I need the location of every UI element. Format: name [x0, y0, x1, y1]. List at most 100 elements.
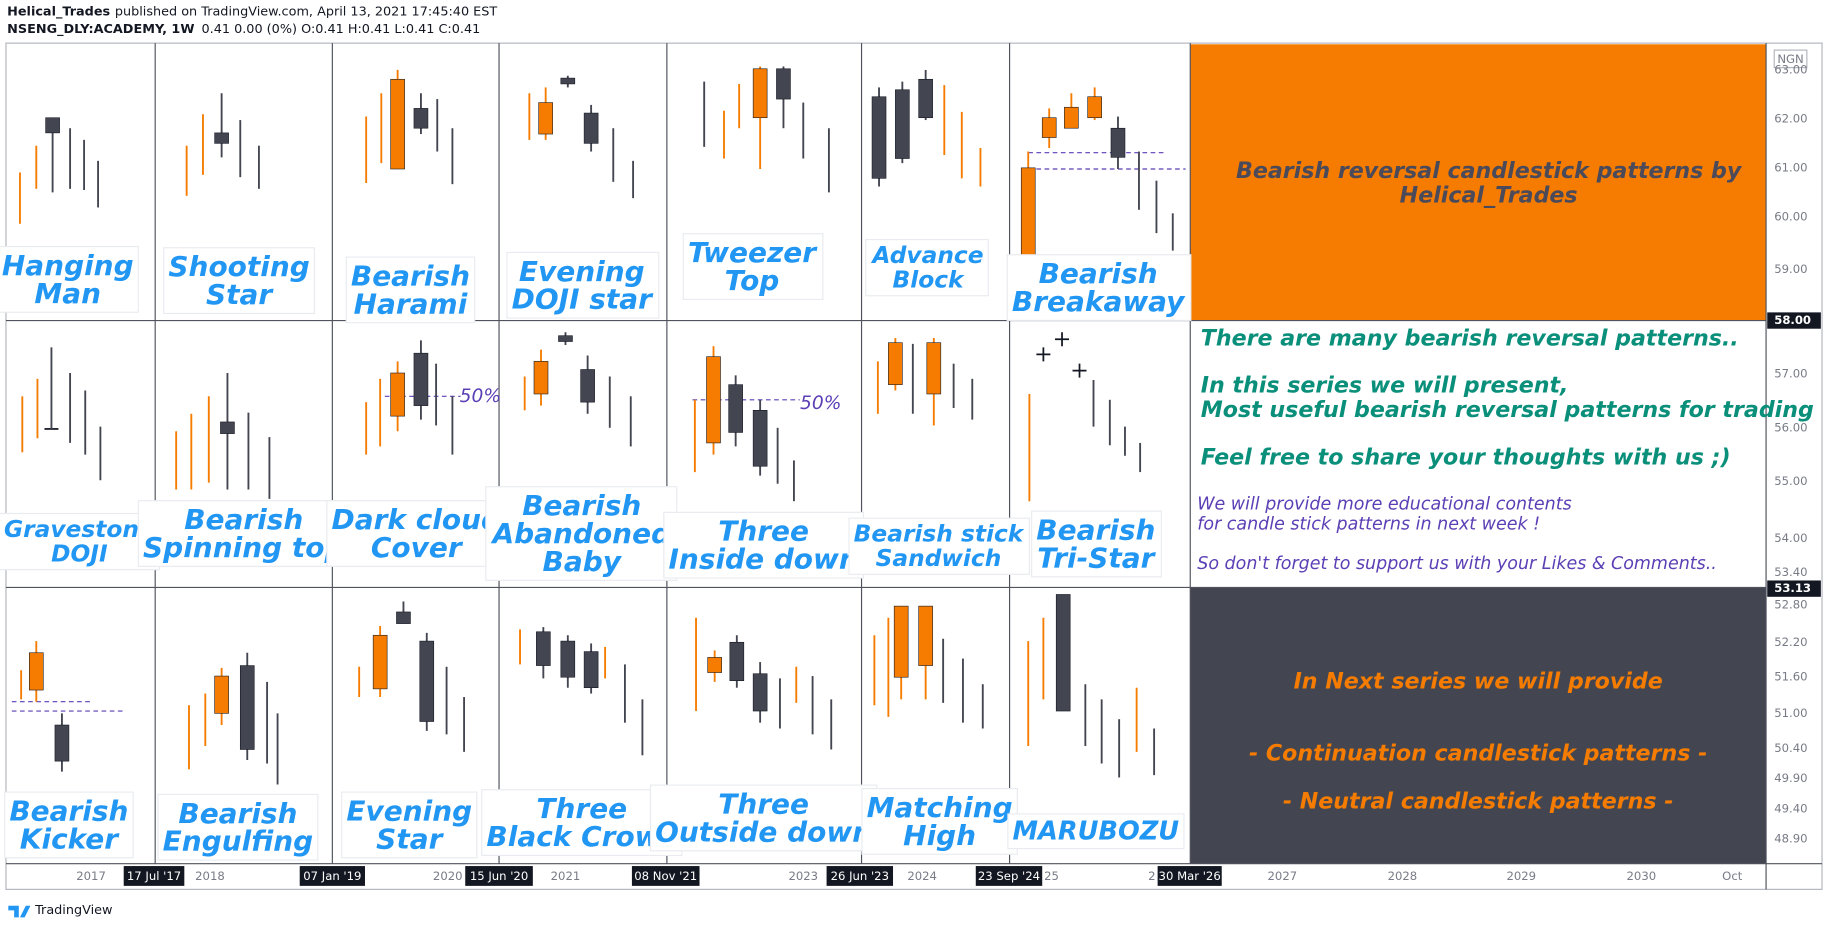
pattern-name: Gravestone [4, 516, 155, 543]
pattern-name: Advance [870, 242, 983, 269]
candle-body [419, 640, 435, 722]
next-text: - Neutral candlestick patterns - [1283, 788, 1674, 814]
candle-body [396, 611, 411, 624]
candle-body [926, 342, 942, 395]
candle-body [239, 665, 255, 750]
time-label: 25 [1044, 869, 1059, 883]
pattern-name: Tri-Star [1037, 541, 1156, 574]
price-label: 58.00 [1774, 313, 1811, 327]
quote: 0.41 0.00 (0%) O:0.41 H:0.41 L:0.41 C:0.… [201, 22, 480, 37]
label-box [865, 239, 989, 297]
candle-body [45, 117, 60, 134]
date-tag-text: 17 Jul '17 [127, 869, 181, 883]
info-text: There are many bearish reversal patterns… [1201, 326, 1739, 352]
pattern-name: Harami [354, 287, 468, 320]
pattern-name: Bearish [351, 259, 470, 292]
date-tag-text: 15 Jun '20 [470, 869, 528, 883]
label-box [682, 233, 824, 300]
price-label: 56.00 [1774, 420, 1807, 434]
date-tag-text: 26 Jun '23 [831, 869, 889, 883]
info-text: In this series we will present, [1201, 372, 1569, 398]
price-label: 60.00 [1774, 209, 1807, 223]
price-label: 61.00 [1774, 160, 1807, 174]
time-label: 2023 [788, 869, 818, 883]
pattern-name: Outside down [655, 815, 872, 848]
candles [19, 66, 1174, 785]
date-tag [975, 866, 1043, 886]
label-box [1031, 510, 1162, 578]
label-box [506, 251, 660, 319]
candle-body [1064, 106, 1079, 129]
pattern-name: Tweezer [688, 236, 818, 269]
candle-body [729, 641, 745, 682]
candle-body [220, 421, 235, 434]
time-label: 2029 [1506, 869, 1536, 883]
candle-body [54, 724, 70, 762]
candle-body [583, 112, 599, 144]
candle-body [728, 384, 743, 433]
price-label: 50.40 [1774, 741, 1807, 755]
label-box [485, 486, 678, 581]
pattern-label: MARUBOZU [1007, 813, 1185, 850]
candle-body [706, 356, 721, 444]
logo [8, 905, 31, 918]
time-label: 2027 [1268, 869, 1298, 883]
currency: NGN [1777, 52, 1803, 66]
price-label: 54.00 [1774, 531, 1807, 545]
date-tag [299, 866, 365, 886]
label-box [861, 788, 1018, 855]
pattern-name: Black Crows [486, 820, 677, 853]
pattern-name: Baby [543, 545, 623, 578]
time-label: 2028 [1388, 869, 1418, 883]
info-text: Feel free to share your thoughts with us… [1201, 445, 1731, 471]
grid [5, 43, 1823, 890]
time-label: 2024 [907, 869, 937, 883]
price-label: 49.40 [1774, 801, 1807, 815]
price-highlight [1767, 312, 1821, 329]
info-note: We will provide more educational content… [1197, 495, 1571, 515]
annotation: 50% [460, 386, 501, 407]
pattern-name: Bearish [1036, 514, 1155, 547]
price-label: 48.90 [1774, 832, 1807, 846]
info-note: So don't forget to support us with your … [1197, 554, 1717, 574]
date-tag [826, 866, 894, 886]
candle-body [918, 605, 933, 666]
candle-body [1020, 167, 1036, 260]
price-label: 52.20 [1774, 635, 1807, 649]
candle-body [871, 96, 887, 179]
time-label: 2 [1148, 869, 1155, 883]
candle-body [536, 631, 551, 666]
date-tag [1157, 866, 1222, 886]
candle-body [1041, 117, 1057, 138]
price-highlight [1767, 580, 1821, 597]
date-tag-text: 23 Sep '24 [978, 869, 1040, 883]
candle-body [752, 410, 768, 467]
candle-body [1087, 96, 1102, 119]
candle-body [29, 652, 44, 691]
pattern-name: Star [376, 822, 444, 855]
candle-body [390, 78, 405, 170]
date-tag-text: 08 Nov '21 [634, 869, 697, 883]
pattern-name: Block [892, 266, 965, 293]
panel-title: Bearish reversal candlestick patterns by [1236, 158, 1743, 184]
time-label: 2021 [551, 869, 581, 883]
pattern-name: Evening [519, 255, 645, 288]
candle-body [558, 335, 573, 342]
pattern-name: Three [718, 515, 809, 548]
candle-body [580, 369, 595, 403]
pattern-name: DOJI star [512, 283, 654, 316]
price-label: 62.00 [1774, 111, 1807, 125]
label-box [848, 517, 1031, 575]
date-tag [631, 866, 700, 886]
next-text: - Continuation candlestick patterns - [1249, 741, 1707, 767]
candle-body [888, 342, 903, 385]
